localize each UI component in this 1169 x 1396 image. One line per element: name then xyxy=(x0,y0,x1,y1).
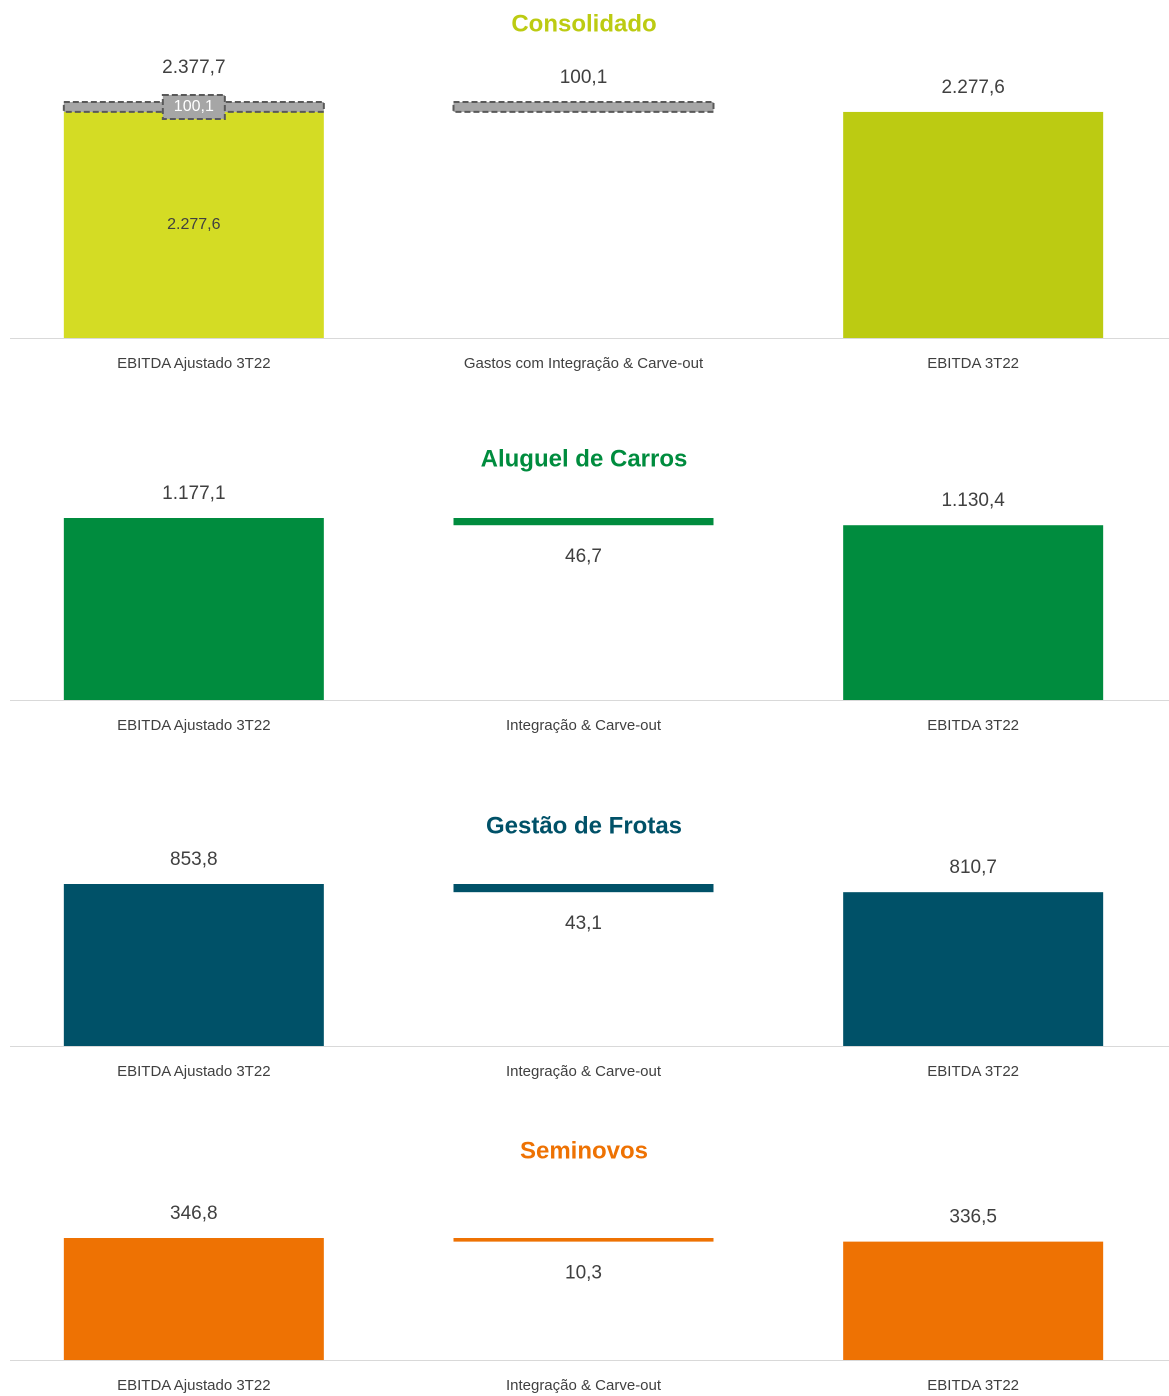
value-label: 810,7 xyxy=(949,857,997,878)
value-label: 43,1 xyxy=(565,913,602,934)
value-label: 1.130,4 xyxy=(941,490,1005,511)
x-tick-label: EBITDA Ajustado 3T22 xyxy=(117,1063,270,1080)
bar-segment xyxy=(63,111,324,338)
value-label: 2.277,6 xyxy=(167,216,220,233)
bar-segment xyxy=(453,1238,714,1242)
chart-title: Aluguel de Carros xyxy=(481,445,688,472)
chart-title: Seminovos xyxy=(520,1137,648,1164)
value-label: 853,8 xyxy=(170,849,218,870)
x-tick-label: EBITDA Ajustado 3T22 xyxy=(117,717,270,734)
bar-segment xyxy=(843,111,1104,338)
bar-segment xyxy=(63,884,324,1046)
value-label: 336,5 xyxy=(949,1207,997,1228)
x-tick-label: Integração & Carve-out xyxy=(506,1063,662,1080)
value-label: 10,3 xyxy=(565,1263,602,1284)
chart-title: Gestão de Frotas xyxy=(486,812,682,839)
bar-segment xyxy=(843,1241,1104,1360)
value-label: 1.177,1 xyxy=(162,483,225,504)
value-label: 100,1 xyxy=(560,67,608,88)
x-tick-label: EBITDA 3T22 xyxy=(927,1377,1019,1394)
x-tick-label: Integração & Carve-out xyxy=(506,1377,662,1394)
x-tick-label: EBITDA 3T22 xyxy=(927,1063,1019,1080)
x-tick-label: EBITDA 3T22 xyxy=(927,717,1019,734)
x-tick-label: EBITDA Ajustado 3T22 xyxy=(117,355,270,372)
x-tick-label: EBITDA 3T22 xyxy=(927,355,1019,372)
x-tick-label: EBITDA Ajustado 3T22 xyxy=(117,1377,270,1394)
bar-segment xyxy=(843,525,1104,700)
x-tick-label: Integração & Carve-out xyxy=(506,717,662,734)
value-label: 2.277,6 xyxy=(941,77,1004,98)
bar-segment xyxy=(453,518,714,526)
bar-segment xyxy=(63,518,324,700)
bar-segment xyxy=(452,101,715,113)
bar-segment xyxy=(453,884,714,893)
value-label: 46,7 xyxy=(565,546,602,567)
label-box xyxy=(161,93,226,120)
total-label: 2.377,7 xyxy=(162,57,225,78)
bar-segment xyxy=(843,892,1104,1046)
value-label: 346,8 xyxy=(170,1203,218,1224)
bar-segment xyxy=(63,1238,324,1360)
value-label: 100,1 xyxy=(174,98,214,115)
x-tick-label: Gastos com Integração & Carve-out xyxy=(464,355,704,372)
chart-title: Consolidado xyxy=(511,10,656,37)
